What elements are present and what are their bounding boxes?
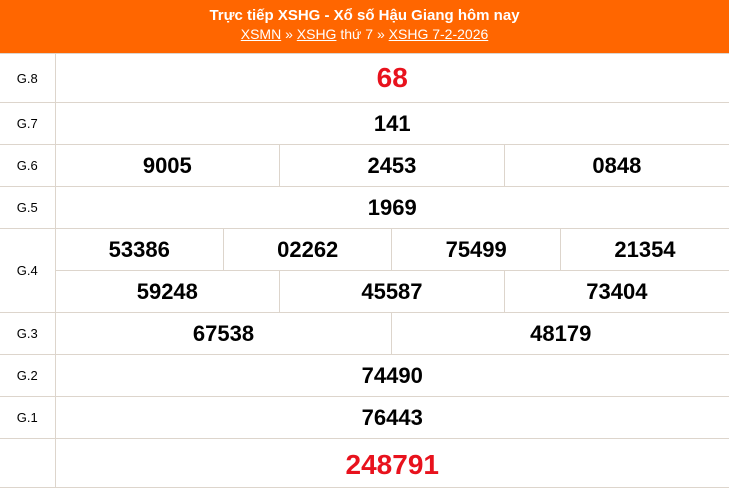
prize-number: 76443 <box>54 396 729 439</box>
breadcrumb-xsmn[interactable]: XSMN <box>240 26 282 42</box>
prize-number: 0848 <box>503 144 729 187</box>
prize-row-g8: G.8 68 <box>0 53 729 103</box>
prize-number: 75499 <box>391 228 561 271</box>
prize-label <box>0 438 56 488</box>
prize-row-g1: G.1 76443 <box>0 396 729 439</box>
page-title: Trực tiếp XSHG - Xổ số Hậu Giang hôm nay <box>209 7 520 24</box>
prize-label: G.5 <box>0 186 56 229</box>
prize-number: 141 <box>54 102 729 145</box>
prize-number: 74490 <box>54 354 729 397</box>
results-table: G.8 68 G.7 141 G.6 9005 2453 0848 G.5 19… <box>0 53 729 488</box>
prize-label: G.2 <box>0 354 56 397</box>
prize-number: 59248 <box>54 270 281 313</box>
prize-label: G.8 <box>0 53 56 103</box>
prize-row-g5: G.5 1969 <box>0 186 729 229</box>
prize-number: 53386 <box>54 228 224 271</box>
prize-number: 21354 <box>559 228 729 271</box>
prize-number: 48179 <box>391 312 729 355</box>
breadcrumb-xshg[interactable]: XSHG <box>296 26 337 42</box>
prize-number: 2453 <box>279 144 505 187</box>
special-prize-number: 248791 <box>54 438 729 488</box>
prize-row-g3: G.3 67538 48179 <box>0 312 729 355</box>
prize-label: G.4 <box>0 228 56 313</box>
prize-number: 1969 <box>54 186 729 229</box>
prize-label: G.3 <box>0 312 56 355</box>
prize-row-g6: G.6 9005 2453 0848 <box>0 144 729 187</box>
prize-number: 02262 <box>222 228 393 271</box>
prize-number: 45587 <box>279 270 505 313</box>
prize-row-db: 248791 <box>0 438 729 488</box>
prize-number: 73404 <box>503 270 729 313</box>
prize-number: 68 <box>54 53 729 103</box>
prize-label: G.7 <box>0 102 56 145</box>
prize-row-g7: G.7 141 <box>0 102 729 145</box>
prize-label: G.6 <box>0 144 56 187</box>
breadcrumb-day: thứ 7 <box>340 26 374 42</box>
breadcrumb-date[interactable]: XSHG 7-2-2026 <box>388 26 489 42</box>
breadcrumb-sep: » <box>285 26 293 42</box>
prize-number: 67538 <box>54 312 393 355</box>
header: Trực tiếp XSHG - Xổ số Hậu Giang hôm nay… <box>0 0 729 53</box>
prize-number: 9005 <box>54 144 281 187</box>
prize-row-g2: G.2 74490 <box>0 354 729 397</box>
prize-row-g4b: 59248 45587 73404 <box>0 270 729 313</box>
breadcrumb-sep: » <box>376 26 385 42</box>
breadcrumb: XSMN » XSHG thứ 7 » XSHG 7-2-2026 <box>0 25 729 43</box>
prize-label: G.1 <box>0 396 56 439</box>
prize-row-g4: G.4 53386 02262 75499 21354 <box>0 228 729 313</box>
